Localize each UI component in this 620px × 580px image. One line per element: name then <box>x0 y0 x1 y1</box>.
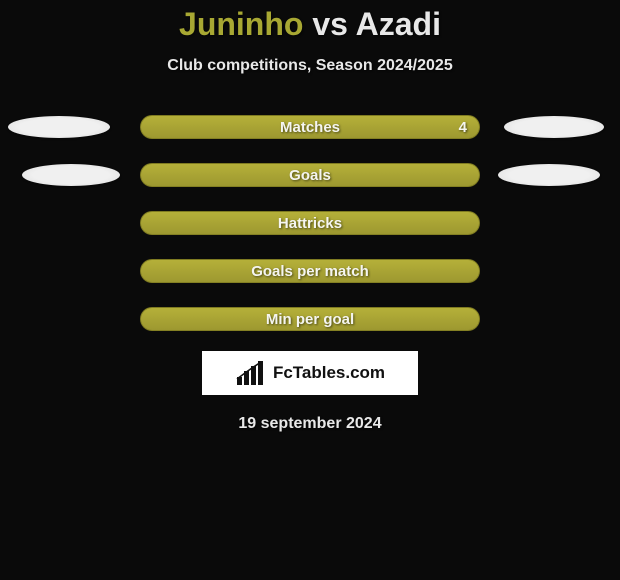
pill-goals: Goals <box>140 163 480 187</box>
stat-rows: Matches 4 Goals Hattricks Goals per matc… <box>0 115 620 331</box>
pill-label: Goals <box>289 167 331 184</box>
row-hattricks: Hattricks <box>0 211 620 235</box>
subtitle: Club competitions, Season 2024/2025 <box>0 57 620 75</box>
fctables-logo[interactable]: FcTables.com <box>202 351 418 395</box>
pill-label: Goals per match <box>251 263 369 280</box>
row-matches: Matches 4 <box>0 115 620 139</box>
logo-text: FcTables.com <box>273 363 385 383</box>
ellipse-right-goals <box>498 164 600 186</box>
ellipse-left-goals <box>22 164 120 186</box>
pill-label: Hattricks <box>278 215 342 232</box>
pill-hattricks: Hattricks <box>140 211 480 235</box>
player1-name: Juninho <box>179 6 303 42</box>
row-goals: Goals <box>0 163 620 187</box>
pill-label: Matches <box>280 119 340 136</box>
pill-min-per-goal: Min per goal <box>140 307 480 331</box>
pill-value-right: 4 <box>459 119 467 136</box>
row-min-per-goal: Min per goal <box>0 307 620 331</box>
pill-goals-per-match: Goals per match <box>140 259 480 283</box>
pill-matches: Matches 4 <box>140 115 480 139</box>
comparison-title: Juninho vs Azadi <box>0 6 620 43</box>
vs-label: vs <box>312 6 348 42</box>
pill-label: Min per goal <box>266 311 354 328</box>
ellipse-left-matches <box>8 116 110 138</box>
row-goals-per-match: Goals per match <box>0 259 620 283</box>
date-line: 19 september 2024 <box>0 415 620 433</box>
player2-name: Azadi <box>356 6 441 42</box>
bars-icon <box>235 359 267 387</box>
ellipse-right-matches <box>504 116 604 138</box>
